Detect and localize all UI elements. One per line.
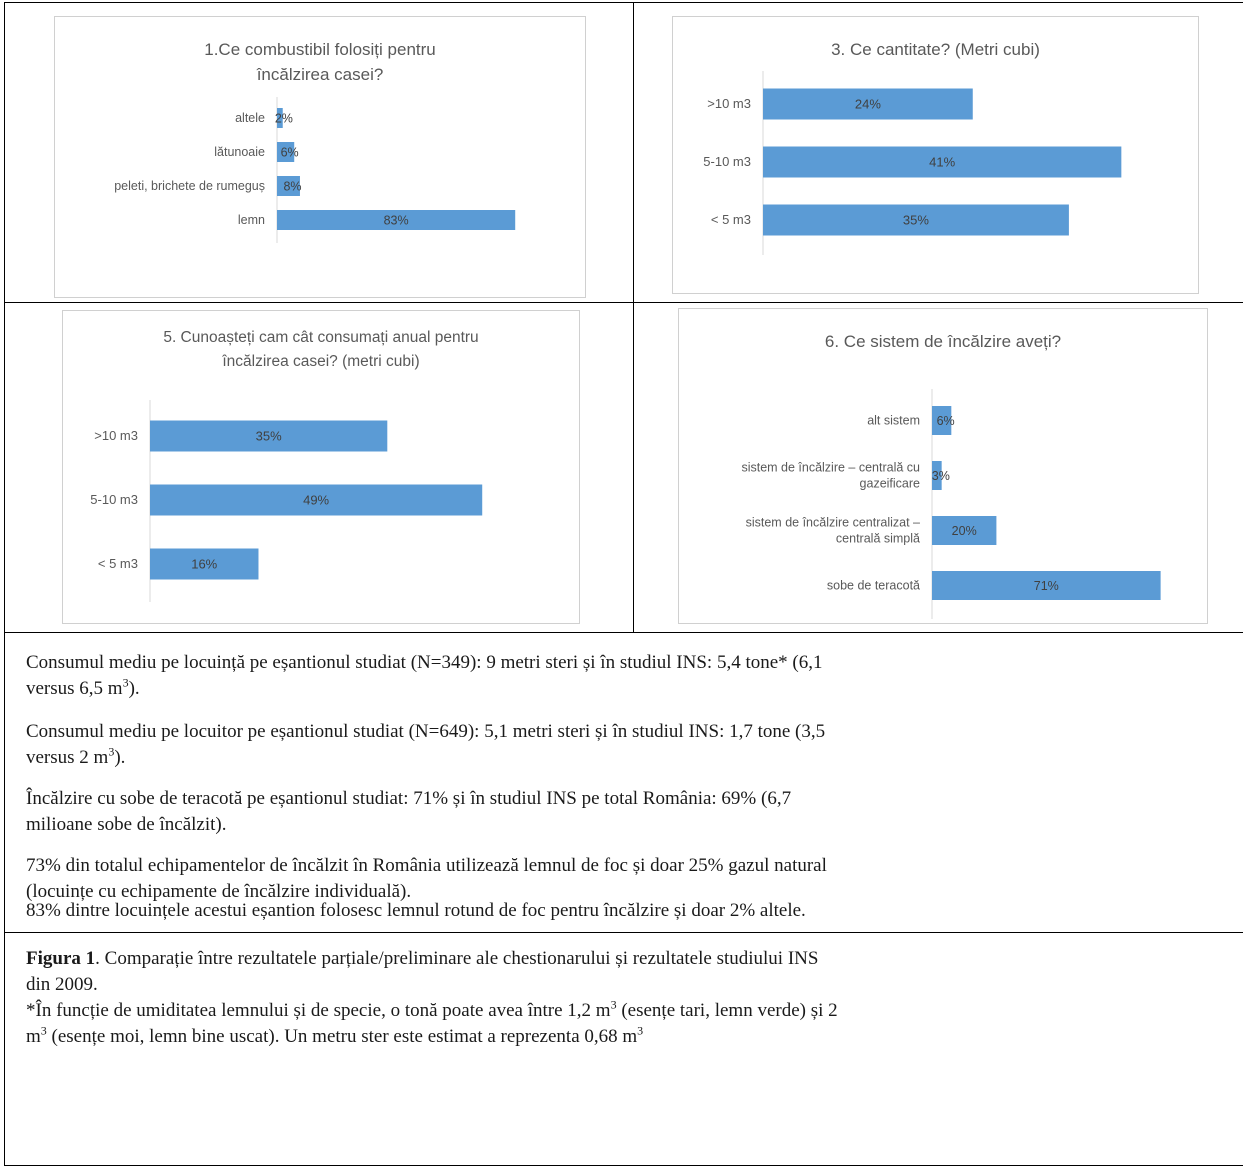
bar	[763, 204, 1069, 236]
paragraph-line-end: ).	[128, 678, 140, 699]
data-label: 20%	[952, 524, 977, 538]
bar	[932, 461, 942, 490]
superscript: 3	[122, 675, 129, 690]
chart-title-line1: 6. Ce sistem de încălzire aveți?	[824, 332, 1062, 351]
bar	[763, 88, 973, 120]
chart-title-line2: încălzirea casei?	[256, 65, 384, 84]
bar	[763, 146, 1122, 178]
data-label: 6%	[937, 414, 955, 428]
table-border-top	[4, 2, 1243, 3]
data-label: 35%	[256, 429, 282, 444]
paragraph-inhabitant-consumption: Consumul mediu pe locuitor pe eșantionul…	[26, 719, 1221, 771]
table-border-bottom	[4, 1165, 1243, 1166]
chart-fuel-type: 1.Ce combustibil folosiți pentru încălzi…	[54, 16, 586, 298]
category-label: centrală simplă	[836, 532, 920, 546]
category-label: altele	[235, 111, 265, 125]
bar	[932, 571, 1161, 600]
chart-quantity: 3. Ce cantitate? (Metri cubi) >10 m3 24% 5…	[672, 16, 1199, 294]
caption-note: m	[26, 1026, 41, 1047]
paragraph-line: versus 2 m	[26, 747, 109, 768]
chart-fuel-type-plot: altele 2% lătunoaie 6% peleti, brichete de r…	[114, 97, 516, 243]
table-border-row3	[4, 932, 1243, 933]
paragraph-line: milioane sobe de încălzit).	[26, 814, 227, 835]
paragraph-heating-equipment: 73% din totalul echipamentelor de încălz…	[26, 853, 1221, 905]
category-label: 5-10 m3	[703, 154, 751, 169]
data-label: 3%	[932, 469, 950, 483]
table-border-row1	[4, 302, 1243, 303]
bar	[932, 516, 997, 545]
data-label: 35%	[903, 213, 929, 228]
paragraph-line: Consumul mediu pe locuință pe eșantionul…	[26, 652, 823, 673]
table-border-middle	[633, 2, 634, 633]
category-label: < 5 m3	[711, 212, 751, 227]
chart-annual-consumption-plot: >10 m3 35% 5-10 m3 49% < 5 m3 16%	[90, 400, 483, 602]
data-label: 6%	[281, 146, 299, 160]
caption-note: *În funcție de umiditatea lemnului și de…	[26, 1000, 611, 1021]
bar	[277, 176, 300, 196]
category-label: >10 m3	[707, 96, 751, 111]
data-label: 2%	[275, 112, 293, 126]
caption-text: din 2009.	[26, 974, 98, 995]
category-label: gazeificare	[860, 477, 920, 491]
superscript: 3	[40, 1023, 47, 1038]
caption-note: (esențe tari, lemn verde) și 2	[616, 1000, 838, 1021]
paragraph-line: (locuințe cu echipamente de încălzire in…	[26, 881, 412, 902]
superscript: 3	[610, 997, 617, 1012]
data-label: 24%	[855, 97, 881, 112]
chart-title-line1: 5. Cunoașteți cam cât consumați anual pe…	[163, 329, 479, 346]
data-label: 8%	[283, 180, 301, 194]
figure-caption: Figura 1. Comparație între rezultatele p…	[26, 946, 1226, 1050]
data-label: 41%	[929, 155, 955, 170]
paragraph-line: versus 6,5 m	[26, 678, 123, 699]
category-label: peleti, brichete de rumeguș	[114, 179, 265, 193]
category-label: sistem de încălzire centralizat –	[746, 516, 920, 530]
bar	[150, 420, 388, 452]
category-label: < 5 m3	[98, 556, 138, 571]
category-label: lătunoaie	[214, 145, 265, 159]
category-label: 5-10 m3	[90, 492, 138, 507]
data-label: 83%	[384, 214, 409, 228]
chart-annual-consumption: 5. Cunoașteți cam cât consumați anual pe…	[62, 310, 580, 624]
document-table: 1.Ce combustibil folosiți pentru încălzi…	[4, 2, 1243, 1166]
category-label: sistem de încălzire – centrală cu	[741, 461, 920, 475]
figure-label: Figura 1	[26, 948, 96, 969]
category-label: lemn	[238, 213, 265, 227]
caption-text: . Comparație între rezultatele parțiale/…	[95, 948, 819, 969]
paragraph-line: Încălzire cu sobe de teracotă pe eșantio…	[26, 788, 792, 809]
chart-title-line2: încălzirea casei? (metri cubi)	[222, 353, 420, 370]
category-label: alt sistem	[867, 414, 920, 428]
data-label: 16%	[191, 557, 217, 572]
bar	[277, 210, 516, 230]
bar	[150, 548, 259, 580]
chart-heating-system: 6. Ce sistem de încălzire aveți? alt sis…	[678, 308, 1208, 624]
paragraph-terracotta-stoves: Încălzire cu sobe de teracotă pe eșantio…	[26, 786, 1221, 838]
chart-heating-system-plot: alt sistem 6% sistem de încălzire – centra…	[741, 389, 1161, 619]
bar	[932, 406, 952, 435]
category-label: >10 m3	[94, 428, 138, 443]
table-border-row2	[4, 632, 1243, 633]
paragraph-dwelling-consumption: Consumul mediu pe locuință pe eșantionul…	[26, 650, 1221, 702]
paragraph-line-end: ).	[114, 747, 126, 768]
category-label: sobe de teracotă	[827, 579, 920, 593]
bar	[277, 108, 283, 128]
chart-quantity-plot: >10 m3 24% 5-10 m3 41% < 5 m3 35%	[703, 71, 1122, 255]
superscript: 3	[637, 1023, 644, 1038]
paragraph-line: 83% dintre locuințele acestui eșantion f…	[26, 900, 806, 921]
chart-title-line1: 3. Ce cantitate? (Metri cubi)	[831, 40, 1040, 59]
paragraph-line: Consumul mediu pe locuitor pe eșantionul…	[26, 721, 826, 742]
caption-note: (esențe moi, lemn bine uscat). Un metru …	[46, 1026, 638, 1047]
chart-title-line1: 1.Ce combustibil folosiți pentru	[204, 40, 436, 59]
paragraph-line: 73% din totalul echipamentelor de încălz…	[26, 855, 827, 876]
superscript: 3	[108, 744, 115, 759]
data-label: 71%	[1034, 579, 1059, 593]
data-label: 49%	[303, 493, 329, 508]
bar	[150, 484, 483, 516]
table-border-left	[4, 2, 5, 1166]
bar	[277, 142, 295, 162]
paragraph-firewood-share: 83% dintre locuințele acestui eșantion f…	[26, 898, 1221, 924]
